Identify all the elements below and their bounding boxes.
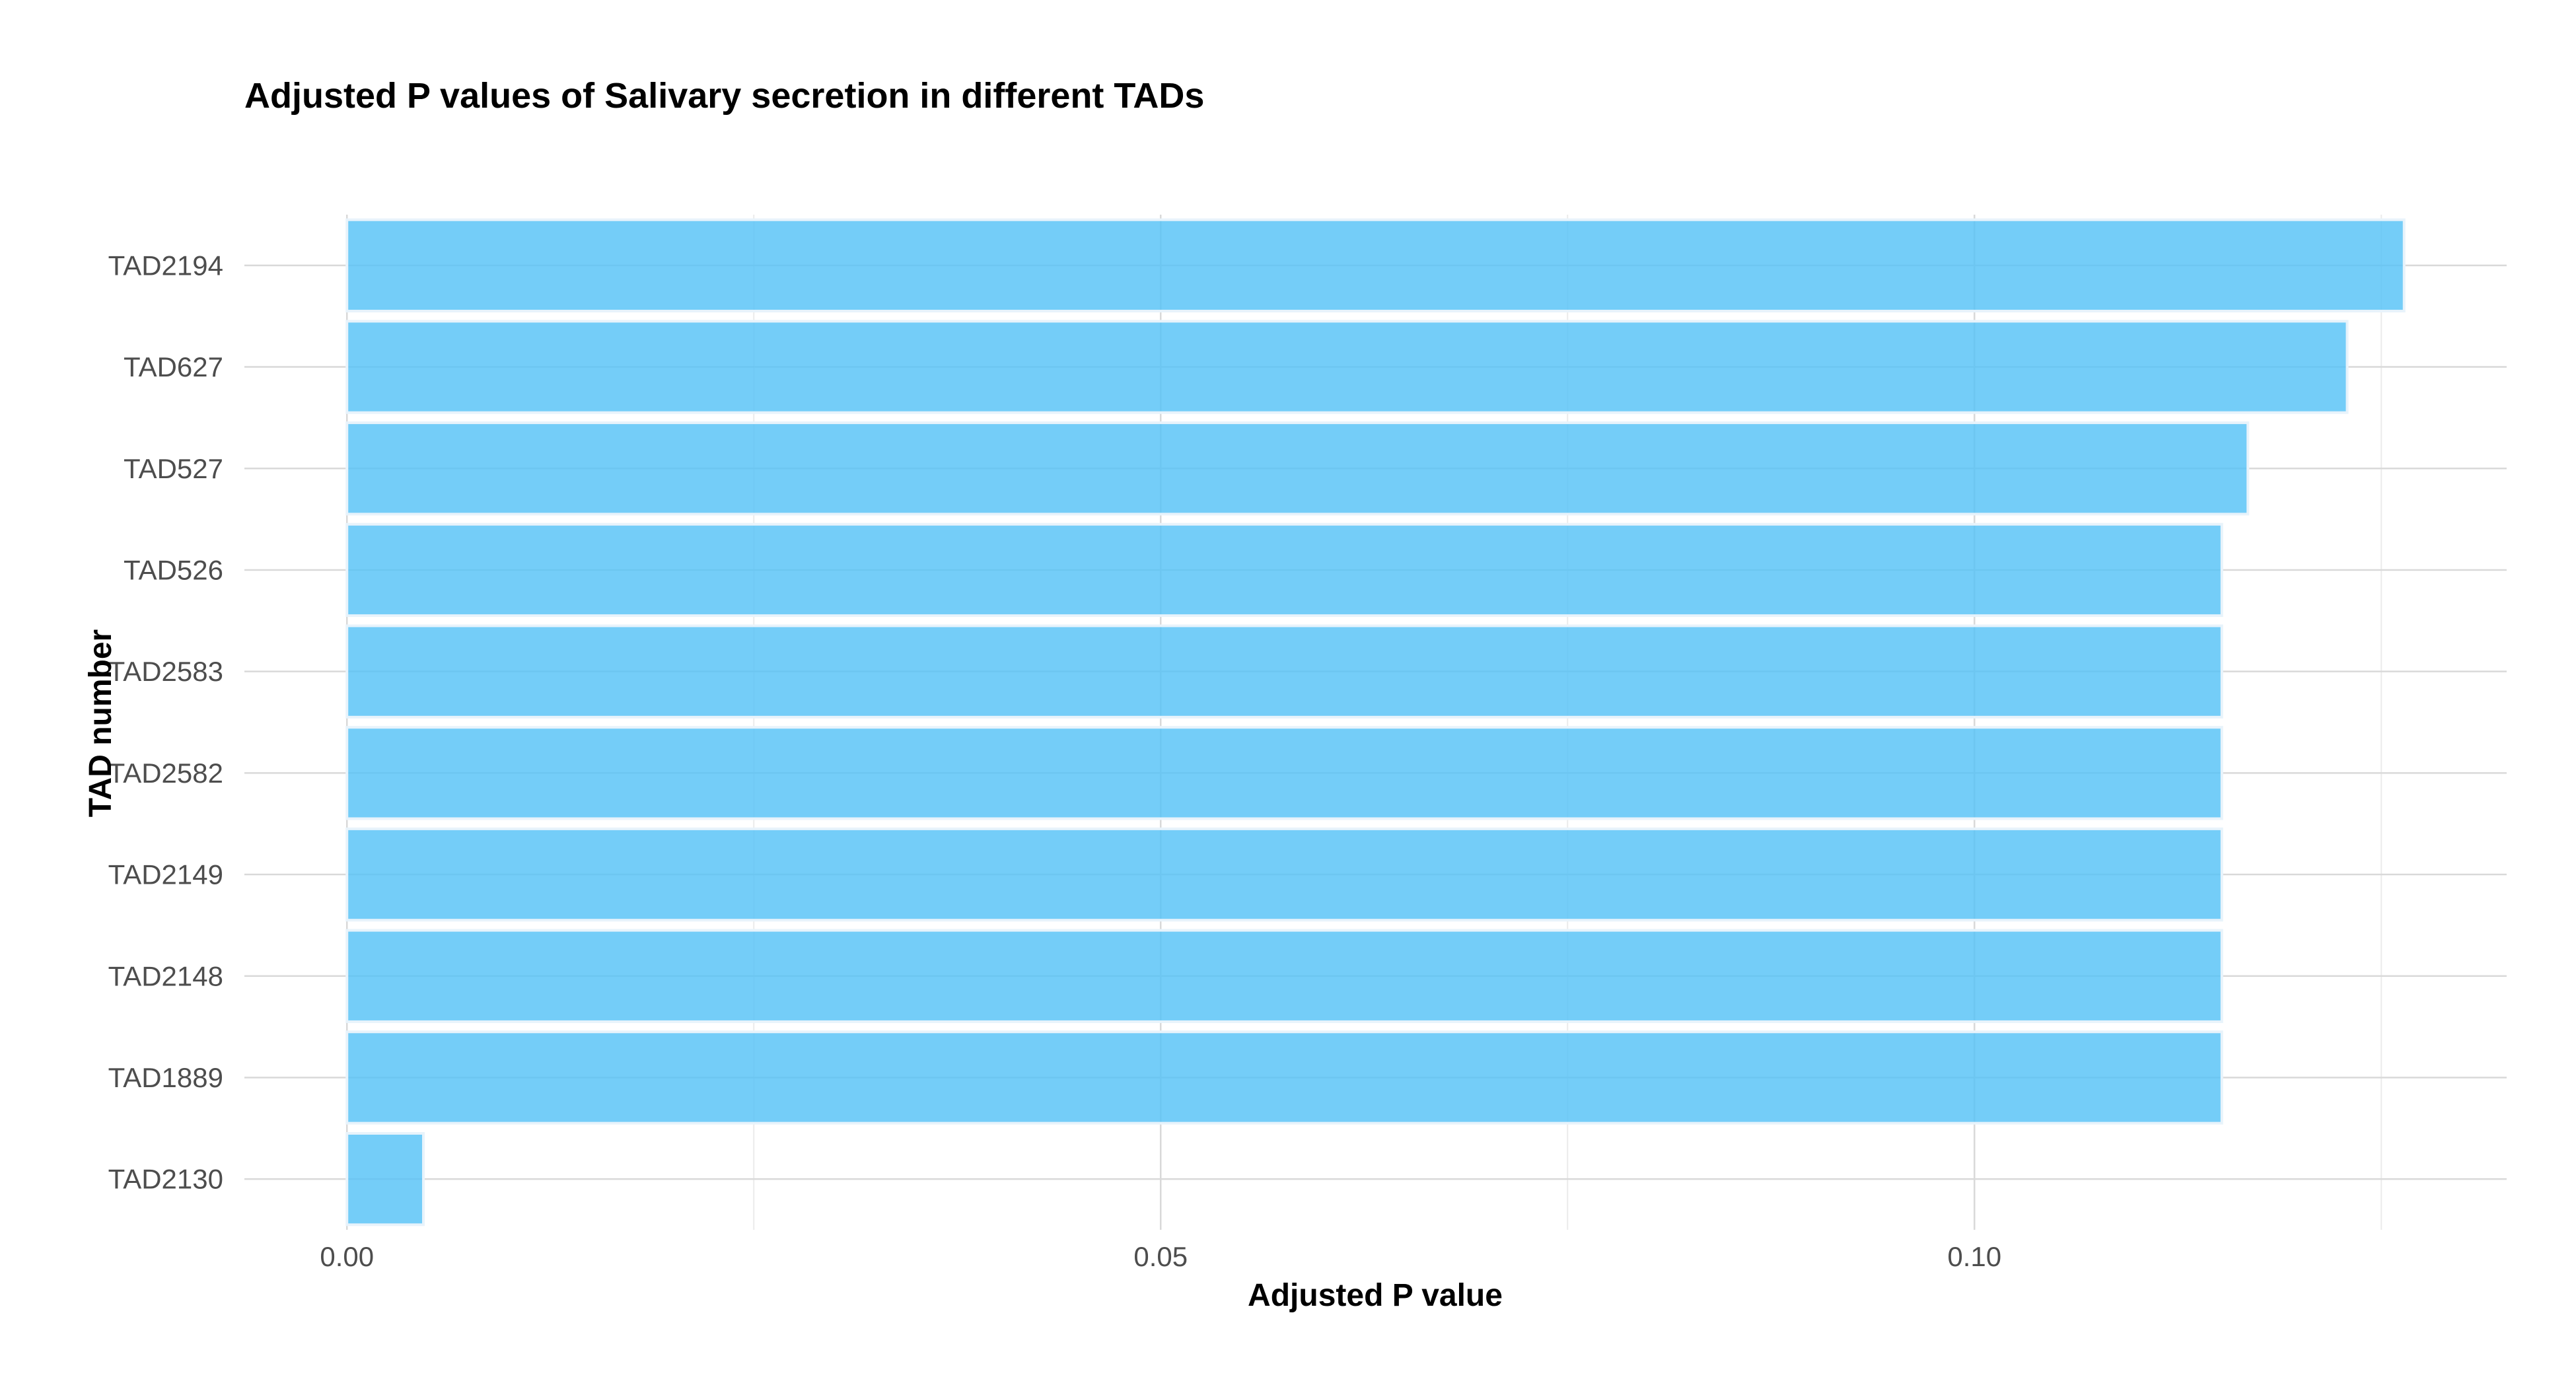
bars-layer [345, 218, 2406, 1227]
bar-tad526 [345, 522, 2223, 618]
y-tick-label: TAD2194 [108, 250, 223, 281]
x-tick-label: 0.00 [320, 1241, 374, 1272]
x-tick-label: 0.05 [1133, 1241, 1188, 1272]
y-tick-label: TAD527 [124, 453, 223, 484]
y-tick-labels: TAD2194 TAD627 TAD527 TAD526 TAD2583 TAD2582 T… [108, 250, 223, 1194]
x-axis-title: Adjusted P value [1248, 1278, 1503, 1313]
chart-title: Adjusted P values of Salivary secretion … [244, 76, 1204, 116]
bar-tad527 [345, 421, 2250, 516]
y-tick-label: TAD2149 [108, 859, 223, 890]
bar-tad2149 [345, 827, 2223, 922]
bar-tad2194 [345, 218, 2406, 313]
y-tick-label: TAD627 [124, 351, 223, 382]
y-tick-label: TAD2130 [108, 1164, 223, 1195]
bar-tad2148 [345, 929, 2223, 1023]
y-tick-label: TAD1889 [108, 1062, 223, 1093]
bar-tad627 [345, 320, 2349, 414]
y-axis-title: TAD number [83, 629, 118, 817]
y-tick-label: TAD2583 [108, 656, 223, 687]
y-tick-label: TAD2582 [108, 758, 223, 789]
bar-tad2130 [345, 1131, 425, 1227]
y-tick-label: TAD2148 [108, 960, 223, 991]
bar-tad2582 [345, 726, 2223, 820]
bar-tad2583 [345, 624, 2223, 719]
x-tick-label: 0.10 [1947, 1241, 2001, 1272]
bar-tad1889 [345, 1030, 2223, 1125]
y-tick-label: TAD526 [124, 554, 223, 585]
x-tick-labels: 0.00 0.05 0.10 [320, 1241, 2001, 1272]
